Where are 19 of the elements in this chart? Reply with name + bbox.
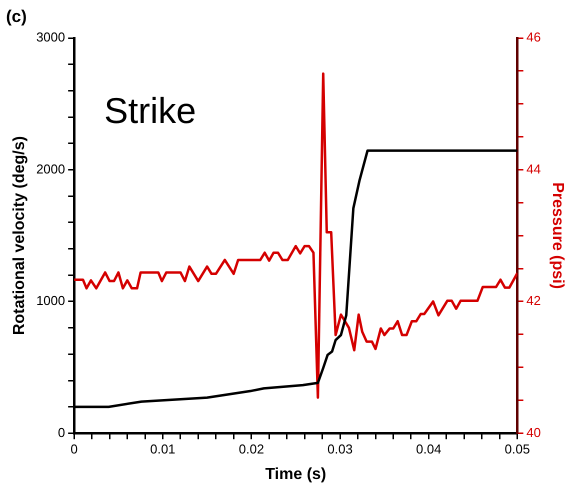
x-tick-label: 0.05: [504, 442, 530, 457]
y-tick-label: 1000: [36, 293, 66, 308]
x-tick-label: 0.03: [327, 442, 353, 457]
y2-axis-title: Pressure (psi): [548, 182, 566, 289]
y2-tick-label: 40: [526, 424, 541, 440]
x-tick-label: 0: [70, 442, 78, 457]
y2-tick-label: 44: [526, 161, 541, 176]
y2-tick-label: 42: [526, 293, 541, 308]
y-tick-label: 3000: [36, 30, 66, 45]
y2-tick-label: 46: [526, 30, 541, 45]
y-axis-title: Rotational velocity (deg/s): [11, 136, 28, 336]
y-tick-label: 2000: [36, 161, 66, 176]
annotation: Strike: [104, 90, 196, 131]
x-tick-label: 0.04: [416, 442, 442, 457]
text: (c): [6, 7, 27, 26]
x-axis-title: Time (s): [265, 466, 326, 483]
y-tick-label: 0: [58, 424, 66, 440]
x-tick-label: 0.01: [150, 442, 176, 457]
x-tick-label: 0.02: [238, 442, 264, 457]
